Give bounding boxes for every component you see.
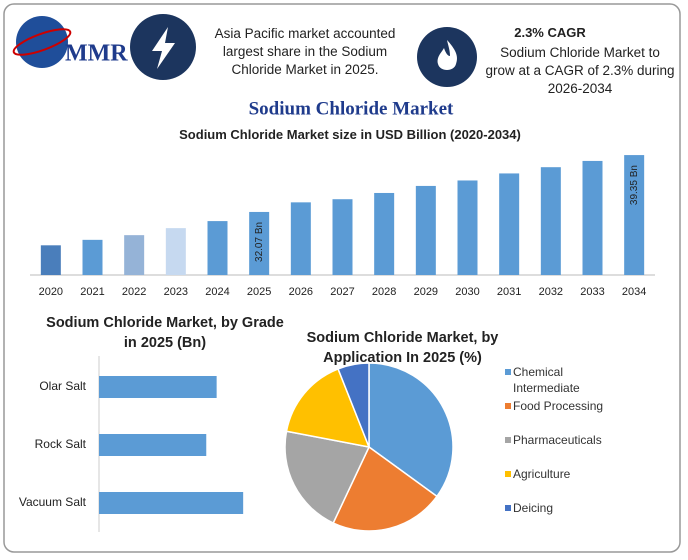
x-tick-label: 2031	[497, 286, 521, 298]
category-label: Olar Salt	[39, 379, 86, 393]
legend-swatch	[505, 403, 511, 409]
pie-slice	[337, 362, 370, 448]
bar	[249, 211, 270, 275]
bar	[415, 185, 436, 275]
pie-slice	[284, 430, 371, 525]
x-tick-label: 2028	[372, 286, 396, 298]
bar	[624, 155, 645, 275]
value-label: 32.07 Bn	[254, 222, 265, 262]
bar	[374, 192, 395, 275]
legend-swatch	[505, 471, 511, 477]
x-tick-label: 2022	[122, 286, 146, 298]
bar	[165, 228, 186, 275]
logo-globe	[16, 16, 68, 68]
x-tick-label: 2030	[455, 286, 479, 298]
bar	[499, 173, 520, 275]
chart-title: Sodium Chloride Market size in USD Billi…	[179, 127, 521, 142]
pie-slice	[368, 362, 454, 498]
logo-orbit	[12, 28, 72, 56]
chart-title: Sodium Chloride Market, by Application I…	[306, 330, 499, 366]
legend-label: Food Processing	[513, 399, 604, 413]
highlight: Sodium Chloride Market to grow at a CAGR…	[485, 45, 675, 96]
legend-label: Deicing	[513, 501, 554, 515]
x-tick-label: 2027	[330, 286, 354, 298]
bolt-glyph	[152, 27, 175, 69]
bar	[290, 202, 311, 275]
bar	[40, 245, 61, 275]
x-tick-label: 2033	[580, 286, 604, 298]
category-label: Vacuum Salt	[19, 495, 87, 509]
highlight-title: 2.3% CAGR	[514, 25, 586, 40]
bar	[99, 492, 244, 514]
bar	[457, 180, 478, 275]
flame-glyph	[437, 40, 458, 70]
frame	[3, 3, 681, 553]
x-tick-label: 2024	[205, 286, 229, 298]
legend-swatch	[505, 369, 511, 375]
chart-title: Sodium Chloride Market, by Grade in 2025…	[46, 315, 284, 351]
bar	[99, 434, 207, 456]
highlight: Asia Pacific market accounted largest sh…	[214, 26, 396, 77]
x-tick-label: 2026	[289, 286, 313, 298]
bar	[99, 376, 217, 398]
x-tick-label: 2034	[622, 286, 646, 298]
bar	[82, 239, 103, 275]
bar	[540, 167, 561, 275]
legend-label: Pharmaceuticals	[513, 433, 602, 447]
bar	[207, 221, 228, 275]
legend-swatch	[505, 505, 511, 511]
logo-text: MMR	[65, 41, 128, 67]
bar	[582, 160, 603, 275]
bar	[332, 199, 353, 275]
legend-label: Agriculture	[513, 467, 571, 481]
bar	[124, 235, 145, 275]
x-tick-label: 2023	[164, 286, 188, 298]
main-title: Sodium Chloride Market	[249, 98, 454, 119]
category-label: Rock Salt	[35, 437, 87, 451]
x-tick-label: 2029	[414, 286, 438, 298]
x-tick-label: 2020	[39, 286, 63, 298]
x-tick-label: 2032	[539, 286, 563, 298]
value-label: 39.35 Bn	[629, 165, 640, 205]
x-tick-label: 2021	[80, 286, 104, 298]
pie-slice	[285, 367, 371, 448]
x-tick-label: 2025	[247, 286, 271, 298]
legend-label: Chemical Intermediate	[513, 365, 580, 395]
legend-swatch	[505, 437, 511, 443]
